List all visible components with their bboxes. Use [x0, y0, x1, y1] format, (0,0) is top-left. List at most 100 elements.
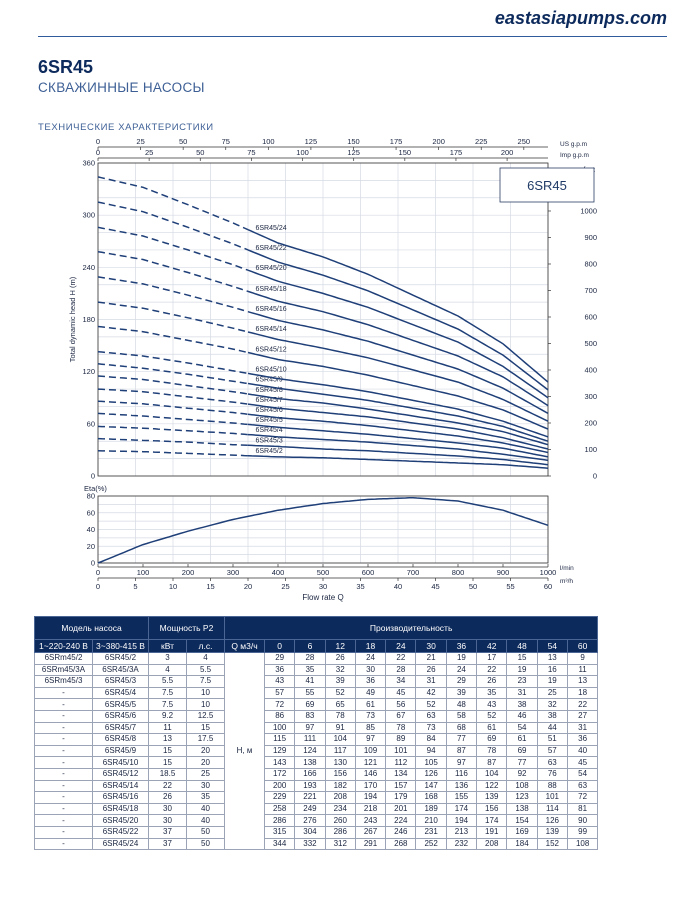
top-axis-tick-label: 150 — [347, 137, 360, 146]
curve-6SR45-2 — [247, 454, 549, 469]
table-cell: - — [34, 802, 93, 816]
performance-header: Производительность — [223, 616, 599, 640]
curve-6SR45-10 — [247, 372, 549, 438]
table-cell: 13 — [536, 652, 568, 665]
table-cell: 58 — [445, 709, 478, 723]
table-cell: 6SR45/8 — [92, 733, 149, 746]
brand-logo: eastasiapumps.com — [494, 8, 667, 28]
table-cell: 97 — [294, 721, 326, 735]
y-tick-label: 240 — [82, 263, 95, 272]
table-cell: 72 — [263, 698, 296, 711]
table-cell: 114 — [536, 802, 568, 816]
table-cell: 84 — [415, 733, 447, 746]
table-cell: 54 — [566, 767, 599, 781]
flow-header-cell: 12 — [324, 639, 356, 653]
curve-6SR45-7 — [247, 403, 549, 450]
feet-tick-label: 300 — [584, 392, 597, 401]
table-cell: 9 — [566, 652, 599, 665]
table-row: 6SRm45/3A 6SR45/3A 4 5.5 36 35 32 30 28 26 24 22 19 1… — [34, 663, 599, 677]
curve-6SR45-4 — [247, 433, 549, 462]
table-cell: 19 — [506, 663, 538, 677]
m3h-tick-label: 55 — [506, 582, 514, 591]
table-cell: 229 — [263, 791, 296, 804]
table-cell: 6SR45/6 — [92, 709, 149, 723]
table-cell: 4 — [148, 663, 187, 677]
table-cell: 6SR45/14 — [92, 779, 149, 793]
table-cell: 45 — [385, 686, 417, 700]
table-cell: 174 — [476, 814, 508, 827]
subheader-cell: 1~220-240 В — [34, 639, 93, 653]
feet-tick-label: 900 — [584, 233, 597, 242]
performance-charts: 0 25 50 75 100 125 150 175 200 225 250 US g.p.m0 25 5… — [68, 137, 597, 602]
table-cell: 312 — [324, 837, 356, 851]
table-cell: 19 — [445, 652, 478, 665]
table-cell: 108 — [506, 779, 538, 793]
table-cell: 101 — [536, 791, 568, 804]
subheader-cell: л.с. — [186, 639, 225, 653]
curve-dashed-6SR45-7 — [97, 388, 249, 405]
curve-6SR45-20 — [247, 269, 549, 399]
m3h-tick-label: 5 — [133, 582, 137, 591]
lmin-tick-label: 900 — [497, 568, 510, 577]
feet-tick-label: 700 — [584, 286, 597, 295]
table-cell: 13 — [148, 733, 187, 746]
table-cell: 122 — [476, 779, 508, 793]
table-cell: 67 — [385, 709, 417, 723]
top-axis-tick-label: 25 — [136, 137, 144, 146]
table-cell: - — [34, 756, 93, 769]
table-cell: 52 — [476, 709, 508, 723]
table-cell: 3 — [148, 652, 187, 665]
performance-table: Модель насоса Мощность Р2 Производительн… — [34, 616, 599, 851]
m3h-tick-label: 45 — [431, 582, 439, 591]
curve-label: 6SR45/10 — [256, 367, 287, 374]
table-cell: - — [34, 791, 93, 804]
curve-6SR45-8 — [247, 393, 549, 446]
table-cell: 168 — [415, 791, 447, 804]
flow-header-cell: 30 — [415, 639, 447, 653]
table-cell: 344 — [263, 837, 296, 851]
feet-tick-label: 800 — [584, 259, 597, 268]
curve-dashed-6SR45-16 — [97, 276, 249, 313]
curve-label: 6SR45/18 — [256, 286, 287, 293]
table-cell: 39 — [324, 675, 356, 688]
table-cell: 35 — [294, 663, 326, 677]
table-cell: 154 — [506, 814, 538, 827]
table-cell: 69 — [476, 733, 508, 746]
curve-dashed-6SR45-9 — [97, 363, 249, 385]
x-axis-label: Flow rate Q — [302, 593, 343, 602]
feet-tick-label: 0 — [593, 472, 597, 481]
table-cell: 221 — [294, 791, 326, 804]
table-cell: 31 — [415, 675, 447, 688]
table-cell: 61 — [476, 721, 508, 735]
flow-header-cell: 54 — [536, 639, 568, 653]
header-rule — [38, 36, 667, 37]
table-cell: 43 — [263, 675, 296, 688]
table-cell: - — [34, 744, 93, 758]
table-cell: 28 — [294, 652, 326, 665]
table-cell: 194 — [445, 814, 478, 827]
table-cell: 26 — [324, 652, 356, 665]
table-cell: 11 — [566, 663, 599, 677]
table-cell: 136 — [445, 779, 478, 793]
table-cell: 85 — [354, 721, 387, 735]
flow-header-cell: 60 — [566, 639, 599, 653]
table-cell: 138 — [506, 802, 538, 816]
y-tick-label: 0 — [91, 472, 95, 481]
table-cell: 258 — [263, 802, 296, 816]
table-cell: 97 — [445, 756, 478, 769]
m3h-tick-label: 30 — [319, 582, 327, 591]
table-row: -6SR45/14 22 30 200 193 182 170 157 147 136 122 108… — [34, 779, 599, 793]
table-cell: 68 — [445, 721, 478, 735]
table-cell: 123 — [506, 791, 538, 804]
table-cell: 29 — [445, 675, 478, 688]
curve-label: 6SR45/8 — [256, 387, 283, 394]
curve-6SR45-6 — [247, 413, 549, 454]
table-cell: 6SRm45/3 — [34, 675, 93, 688]
table-cell: 210 — [415, 814, 447, 827]
table-cell: 104 — [324, 733, 356, 746]
table-cell: 26 — [148, 791, 187, 804]
table-cell: 37 — [148, 837, 187, 851]
table-cell: 30 — [186, 779, 225, 793]
table-cell: 32 — [324, 663, 356, 677]
